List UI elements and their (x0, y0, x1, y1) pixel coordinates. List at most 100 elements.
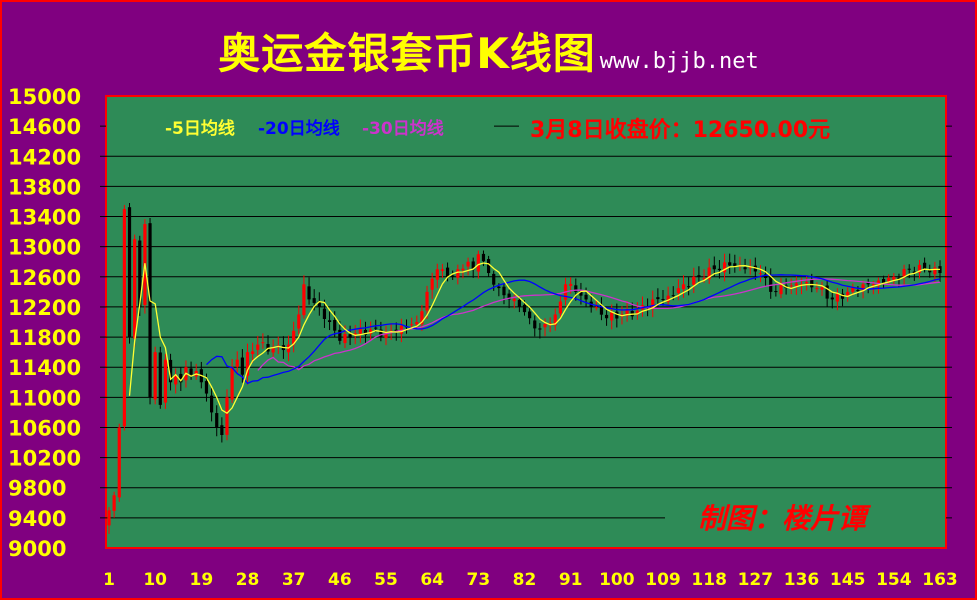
x-tick-label: 1 (103, 570, 115, 590)
candle-body (651, 299, 655, 309)
candle-body (815, 288, 819, 290)
candle-body (846, 291, 850, 297)
candle-body (476, 254, 480, 272)
candle-body (810, 280, 814, 288)
y-tick-label: 13800 (8, 175, 81, 199)
y-tick-label: 9800 (8, 477, 66, 501)
candle-body (789, 285, 793, 287)
candle-body (358, 327, 362, 334)
candle-body (466, 261, 470, 267)
candle-body (261, 342, 265, 344)
x-tick-label: 154 (876, 570, 912, 590)
x-tick-label: 145 (830, 570, 866, 590)
candle-body (871, 284, 875, 286)
candle-body (502, 286, 506, 296)
candle-body (697, 275, 701, 277)
legend-ma30: -30日均线 (362, 118, 444, 139)
candle-body (625, 309, 629, 316)
x-tick-label: 28 (236, 570, 260, 590)
candle-body (353, 333, 357, 336)
candle-body (820, 287, 824, 290)
candle-body (604, 314, 609, 319)
candle-body (322, 308, 327, 319)
ma5-line (128, 262, 940, 415)
candle-body (635, 310, 639, 315)
candle-body (481, 253, 486, 262)
candle-body (307, 286, 311, 300)
candle-body (728, 262, 732, 266)
candle-body (425, 291, 429, 311)
candle-body (486, 259, 491, 274)
candle-body (522, 304, 527, 313)
candle-body (917, 264, 922, 273)
x-tick-label: 46 (328, 570, 352, 590)
candle-body (907, 268, 911, 270)
candle-body (743, 267, 747, 270)
candle-body (779, 285, 783, 295)
candle-body (369, 329, 373, 334)
legend-ma20: -20日均线 (258, 118, 340, 139)
candle-body (594, 307, 598, 309)
candle-body (292, 330, 296, 345)
chart-title: 奥运金银套币K线图 (218, 29, 596, 78)
x-tick-label: 82 (513, 570, 537, 590)
candle-body (805, 281, 809, 284)
candle-body (712, 265, 716, 270)
candle-body (584, 294, 588, 300)
candle-body (548, 323, 552, 325)
candle-body (220, 425, 224, 435)
candle-body (343, 333, 347, 344)
y-tick-label: 9000 (8, 537, 66, 561)
candle-body (440, 269, 445, 272)
candle-body (835, 293, 840, 302)
candle-body (579, 289, 583, 296)
candle-body (825, 285, 829, 299)
candle-body (379, 329, 383, 337)
candle-body (533, 320, 537, 329)
candle-body (271, 348, 275, 353)
x-tick-label: 10 (143, 570, 167, 590)
x-tick-label: 100 (599, 570, 635, 590)
credit-text: 制图：楼片谭 (698, 502, 872, 535)
x-tick-label: 136 (784, 570, 820, 590)
candle-body (492, 273, 496, 285)
candle-body (902, 269, 906, 277)
candle-body (558, 301, 563, 314)
candle-body (317, 301, 321, 307)
candle-body (517, 299, 521, 307)
candle-body (497, 286, 501, 289)
candle-body (851, 287, 855, 292)
candle-body (599, 304, 604, 315)
candle-body (512, 298, 516, 302)
site-url: www.bjjb.net (599, 49, 759, 74)
candle-body (245, 352, 250, 376)
candle-body (435, 269, 439, 280)
candle-body (338, 329, 342, 341)
candle-body (881, 278, 886, 283)
candle-body (168, 359, 173, 383)
y-axis-labels: 9000 9400 9800 10200 10600 11000 11400 11800 122… (8, 85, 81, 561)
x-tick-label: 127 (738, 570, 774, 590)
x-tick-label: 55 (374, 570, 398, 590)
candle-body (538, 328, 542, 330)
y-tick-label: 11000 (8, 386, 81, 410)
candle-body (240, 357, 244, 375)
legend-ma5: -5日均线 (165, 118, 235, 139)
candle-body (430, 278, 434, 290)
candle-body (543, 323, 547, 328)
candle-body (661, 298, 665, 300)
candle-body (702, 278, 706, 280)
x-tick-label: 109 (645, 570, 681, 590)
candle-body (456, 269, 460, 278)
x-axis-labels: 1 10 19 28 37 46 55 64 73 82 91 100 109 118 127 136 145 1… (103, 570, 958, 590)
candle-body (235, 359, 239, 367)
candle-body (912, 271, 916, 274)
candle-body (415, 322, 419, 325)
candle-body (410, 324, 414, 326)
candle-body (158, 352, 162, 405)
candle-body (333, 319, 337, 331)
moving-average-lines (128, 262, 941, 415)
candle-body (840, 293, 845, 299)
candle-body (666, 295, 670, 302)
x-tick-label: 73 (466, 570, 490, 590)
